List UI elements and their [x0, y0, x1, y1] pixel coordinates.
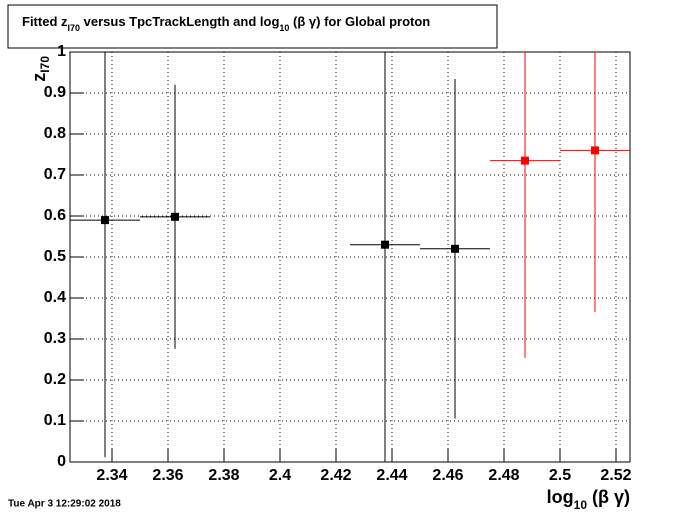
y-tick-label: 0.4 — [44, 289, 66, 306]
y-label-sub: I70 — [38, 56, 52, 73]
title-part: versus TpcTrackLength and log — [80, 14, 279, 29]
marker — [381, 240, 389, 249]
x-tick-label: 2.36 — [152, 467, 183, 484]
title-sub: 10 — [279, 23, 289, 33]
x-label-part: log — [547, 487, 574, 507]
timestamp: Tue Apr 3 12:29:02 2018 — [8, 499, 121, 510]
y-tick-label: 0.1 — [44, 412, 66, 429]
x-axis-label: log10 (β γ) — [547, 487, 630, 512]
y-tick-label: 0.8 — [44, 125, 66, 142]
x-tick-label: 2.4 — [269, 467, 291, 484]
marker — [101, 216, 109, 225]
y-tick-label: 0.2 — [44, 371, 66, 388]
x-tick-label: 2.34 — [96, 467, 127, 484]
y-tick-label: 1 — [57, 43, 66, 60]
y-tick-label: 0 — [57, 453, 66, 470]
marker — [171, 212, 179, 221]
title-part: Fitted z — [22, 14, 68, 29]
marker — [521, 156, 529, 165]
title-sub: I70 — [68, 23, 81, 33]
marker — [451, 244, 459, 253]
title-box — [7, 4, 498, 49]
x-tick-label: 2.42 — [320, 467, 351, 484]
x-tick-label: 2.52 — [600, 467, 631, 484]
x-tick-label: 2.48 — [488, 467, 519, 484]
marker — [591, 146, 599, 155]
y-axis-label: zI70 — [29, 56, 52, 82]
y-label-part: z — [29, 73, 49, 82]
y-tick-label: 0.5 — [44, 248, 66, 265]
y-tick-label: 0.3 — [44, 330, 66, 347]
x-tick-label: 2.38 — [208, 467, 239, 484]
x-label-part: (β γ) — [587, 487, 630, 507]
x-tick-label: 2.44 — [376, 467, 407, 484]
y-tick-label: 0.7 — [44, 166, 66, 183]
y-tick-label: 0.6 — [44, 207, 66, 224]
x-label-sub: 10 — [574, 498, 588, 512]
plot-frame — [69, 51, 631, 463]
x-tick-label: 2.5 — [549, 467, 571, 484]
x-tick-label: 2.46 — [432, 467, 463, 484]
title-part: (β γ) for Global proton — [289, 14, 430, 29]
y-tick-label: 0.9 — [44, 84, 66, 101]
chart-title: Fitted zI70 versus TpcTrackLength and lo… — [22, 14, 430, 33]
data-layer — [70, 52, 630, 462]
